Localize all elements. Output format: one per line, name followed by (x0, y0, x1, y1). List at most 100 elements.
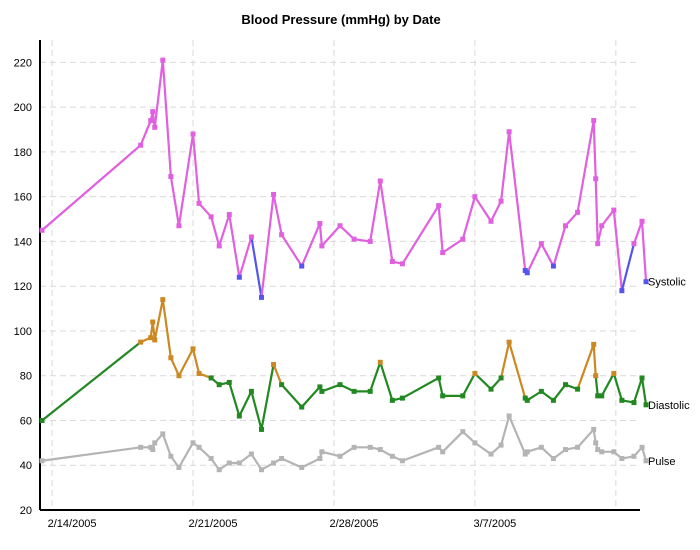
axes: 20 40 60 80 100 120 140 160 180 200 220 2/14/2005 2/… (14, 40, 640, 530)
data-point (639, 218, 645, 224)
data-point (440, 393, 446, 399)
data-point (550, 263, 556, 269)
data-point (524, 270, 530, 276)
series-segment (461, 195, 476, 241)
series-pulse (39, 413, 649, 473)
x-tick-label: 3/7/2005 (473, 518, 516, 530)
data-point (248, 234, 254, 240)
series-segment (441, 430, 464, 453)
data-point (160, 57, 166, 63)
series-segment (169, 356, 181, 377)
data-point (639, 444, 645, 450)
data-point (176, 464, 182, 470)
series-segment (379, 179, 394, 263)
data-point (39, 417, 45, 423)
series-segment (238, 235, 253, 279)
series-segment (499, 130, 511, 203)
series-segment (300, 457, 321, 469)
data-point (538, 444, 544, 450)
data-point (524, 397, 530, 403)
data-point (591, 341, 597, 347)
data-point (319, 449, 325, 455)
data-point (460, 429, 466, 435)
data-point (138, 142, 144, 148)
series-segment (210, 215, 221, 248)
series-segment (161, 432, 172, 458)
data-point (299, 404, 305, 410)
series-segment (401, 376, 440, 400)
data-point (538, 241, 544, 247)
data-point (460, 236, 466, 242)
series-segment (218, 213, 231, 248)
series-segment (161, 298, 172, 359)
data-point (299, 263, 305, 269)
series-segment (318, 222, 323, 248)
data-point (619, 288, 625, 294)
data-point (436, 375, 442, 381)
data-point (216, 243, 222, 249)
series-segment (369, 179, 382, 243)
data-point (436, 203, 442, 209)
series-segment (177, 347, 195, 377)
series-segment (379, 361, 394, 402)
data-point (236, 274, 242, 280)
series-segment (552, 224, 567, 268)
data-point (631, 453, 637, 459)
series-segment (238, 390, 253, 418)
series-segment (632, 376, 644, 404)
data-point (190, 346, 196, 352)
data-point (591, 118, 597, 124)
data-point (258, 426, 264, 432)
data-point (595, 447, 601, 453)
series-segment (576, 119, 595, 214)
series-segment (600, 208, 615, 227)
data-point (208, 456, 214, 462)
series-segment (228, 381, 241, 418)
data-point (190, 440, 196, 446)
data-point (367, 444, 373, 450)
data-point (440, 250, 446, 256)
series-segment (250, 235, 263, 299)
data-point (160, 297, 166, 303)
data-point (440, 449, 446, 455)
data-point (152, 440, 158, 446)
series-label-systolic: Systolic (648, 277, 686, 289)
data-point (39, 458, 45, 464)
series-segment (592, 119, 597, 180)
data-point (150, 109, 156, 115)
data-point (351, 388, 357, 394)
data-point (563, 382, 569, 388)
series-segment (320, 383, 342, 393)
y-tick-label: 100 (14, 326, 32, 338)
series-segment (177, 441, 195, 469)
data-point (138, 444, 144, 450)
series-segment (191, 132, 201, 205)
data-point (168, 453, 174, 459)
data-point (575, 209, 581, 215)
y-tick-label: 20 (20, 505, 32, 517)
series-segment (300, 222, 321, 268)
series-segment (320, 450, 342, 458)
data-point (258, 467, 264, 473)
series-diastolic (39, 297, 649, 432)
data-point (593, 176, 599, 182)
data-point (248, 451, 254, 457)
series-segment (139, 119, 152, 147)
data-point (319, 388, 325, 394)
data-point (488, 451, 494, 457)
data-point (599, 393, 605, 399)
data-point (196, 444, 202, 450)
data-point (208, 375, 214, 381)
series-segment (600, 372, 615, 397)
gridlines (40, 40, 640, 510)
data-point (377, 359, 383, 365)
data-point (258, 294, 264, 300)
data-point (611, 370, 617, 376)
series-segment (40, 341, 142, 422)
series-segment (272, 363, 283, 386)
data-point (299, 464, 305, 470)
data-point (631, 400, 637, 406)
data-point (611, 449, 617, 455)
data-point (550, 397, 556, 403)
series-segment (508, 130, 527, 272)
